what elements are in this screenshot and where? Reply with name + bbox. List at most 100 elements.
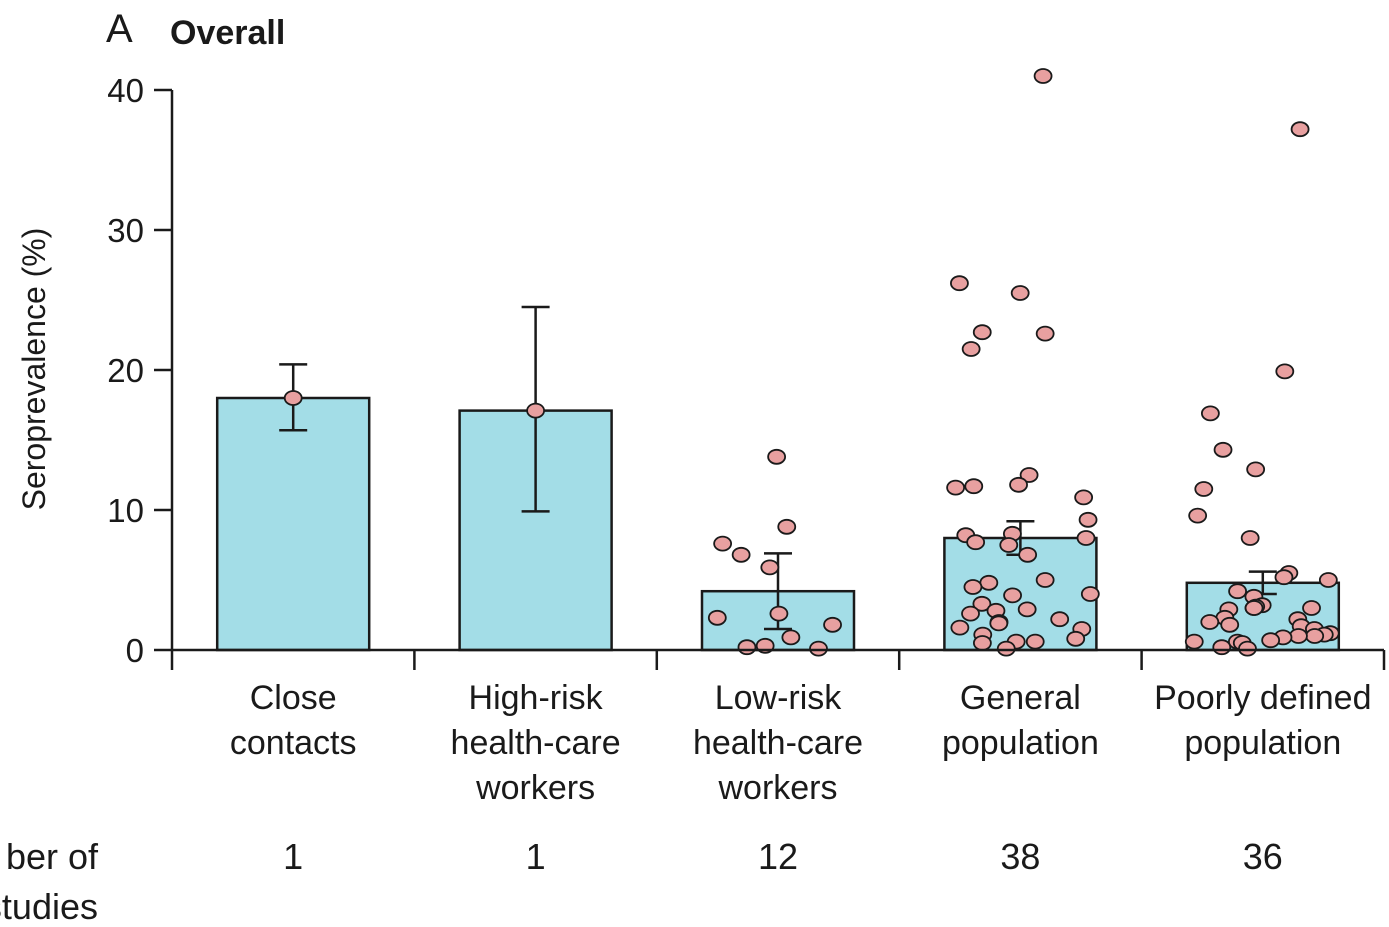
- data-point: [1289, 628, 1308, 644]
- data-point: [1003, 587, 1022, 604]
- category-label-line: population: [1184, 724, 1341, 762]
- data-point: [972, 324, 992, 341]
- data-point: [737, 639, 757, 656]
- data-point: [999, 537, 1019, 553]
- category-label-line: Poorly defined: [1154, 679, 1371, 717]
- data-point: [1018, 546, 1038, 563]
- y-tick-label: 20: [107, 352, 144, 389]
- category-label-line: population: [942, 724, 1099, 762]
- data-point: [1274, 569, 1294, 586]
- data-point: [1228, 583, 1247, 600]
- data-point: [1238, 640, 1257, 657]
- data-point: [961, 605, 980, 622]
- category-label-line: health-care: [693, 724, 863, 762]
- data-point: [1066, 630, 1086, 647]
- data-point: [1074, 489, 1094, 506]
- panel-letter: A: [106, 7, 133, 51]
- category-label: High-risk health-care workers: [451, 679, 621, 807]
- data-point: [1305, 628, 1325, 644]
- data-point: [1033, 68, 1053, 84]
- data-point: [526, 402, 545, 419]
- data-point: [950, 619, 970, 636]
- data-point: [823, 616, 842, 633]
- data-point: [950, 275, 969, 292]
- study-count: 36: [1243, 836, 1283, 877]
- data-point: [1302, 600, 1321, 616]
- data-point: [1240, 530, 1260, 546]
- data-point: [283, 390, 303, 406]
- study-count: 1: [526, 836, 546, 877]
- data-point: [1188, 507, 1208, 524]
- data-point: [1025, 633, 1045, 650]
- data-point: [1078, 511, 1098, 528]
- data-point: [731, 546, 751, 563]
- category-label-line: Low-risk: [715, 679, 843, 717]
- category-label: General population: [942, 679, 1099, 762]
- y-tick-label: 30: [107, 212, 144, 249]
- data-point: [979, 574, 999, 591]
- category-label-line: Close: [250, 679, 337, 717]
- data-point: [1318, 572, 1338, 588]
- data-point: [1050, 611, 1070, 628]
- data-point: [1184, 633, 1204, 650]
- data-point: [767, 448, 787, 465]
- count-row-label-line: studies: [0, 886, 98, 927]
- data-point: [1017, 601, 1037, 618]
- data-point: [961, 341, 981, 357]
- data-point: [946, 479, 966, 496]
- study-count: 38: [1000, 836, 1040, 877]
- y-axis-label: Seroprevalence (%): [16, 228, 52, 511]
- data-point: [1009, 476, 1028, 493]
- data-point: [1035, 572, 1055, 588]
- data-point: [1275, 363, 1295, 380]
- data-point: [972, 635, 992, 651]
- category-label: Close contacts: [230, 679, 357, 762]
- data-point: [1246, 461, 1266, 478]
- category-label-line: High-risk: [469, 679, 604, 717]
- data-point: [1076, 530, 1096, 546]
- data-point: [1220, 616, 1240, 633]
- data-point: [996, 640, 1016, 657]
- count-row-label: ber of studies: [0, 836, 99, 927]
- data-point: [964, 478, 984, 495]
- data-point: [989, 615, 1009, 632]
- category-label-line: health-care: [451, 724, 621, 762]
- category-label-line: workers: [717, 769, 837, 807]
- data-point: [963, 579, 983, 595]
- data-point: [760, 559, 780, 576]
- data-point: [1290, 121, 1310, 138]
- data-point: [966, 534, 986, 551]
- data-point: [1261, 632, 1281, 649]
- category-label: Poorly defined population: [1154, 679, 1371, 762]
- y-tick-label: 10: [107, 492, 144, 529]
- y-axis: 0 10 20 30 40: [107, 72, 174, 669]
- data-point: [1035, 325, 1055, 342]
- chart-title: Overall: [170, 14, 285, 52]
- data-point: [1244, 600, 1264, 616]
- data-point: [1200, 614, 1220, 630]
- study-counts: ber of studies 1 1 12 38 36: [0, 836, 1283, 927]
- error-bars-group: [279, 305, 1277, 631]
- data-point: [1213, 441, 1233, 458]
- data-point: [707, 609, 727, 626]
- study-count: 1: [283, 836, 303, 877]
- data-point: [1019, 467, 1039, 483]
- y-tick-label: 0: [126, 632, 144, 669]
- data-point: [809, 640, 828, 657]
- category-label-line: workers: [475, 769, 595, 807]
- data-point: [972, 595, 992, 612]
- bar: [215, 396, 371, 652]
- y-tick-label: 40: [107, 72, 144, 109]
- data-point: [769, 605, 789, 622]
- data-point: [1212, 639, 1232, 656]
- data-point: [777, 518, 797, 535]
- data-point: [781, 629, 801, 646]
- count-row-label-line: ber of: [6, 836, 99, 877]
- data-point: [1010, 285, 1030, 301]
- study-count: 12: [758, 836, 798, 877]
- category-label-line: contacts: [230, 724, 357, 762]
- category-label-line: General: [960, 679, 1081, 717]
- x-axis: Close contacts High-risk health-care workers…: [170, 648, 1386, 807]
- data-point: [1200, 405, 1220, 422]
